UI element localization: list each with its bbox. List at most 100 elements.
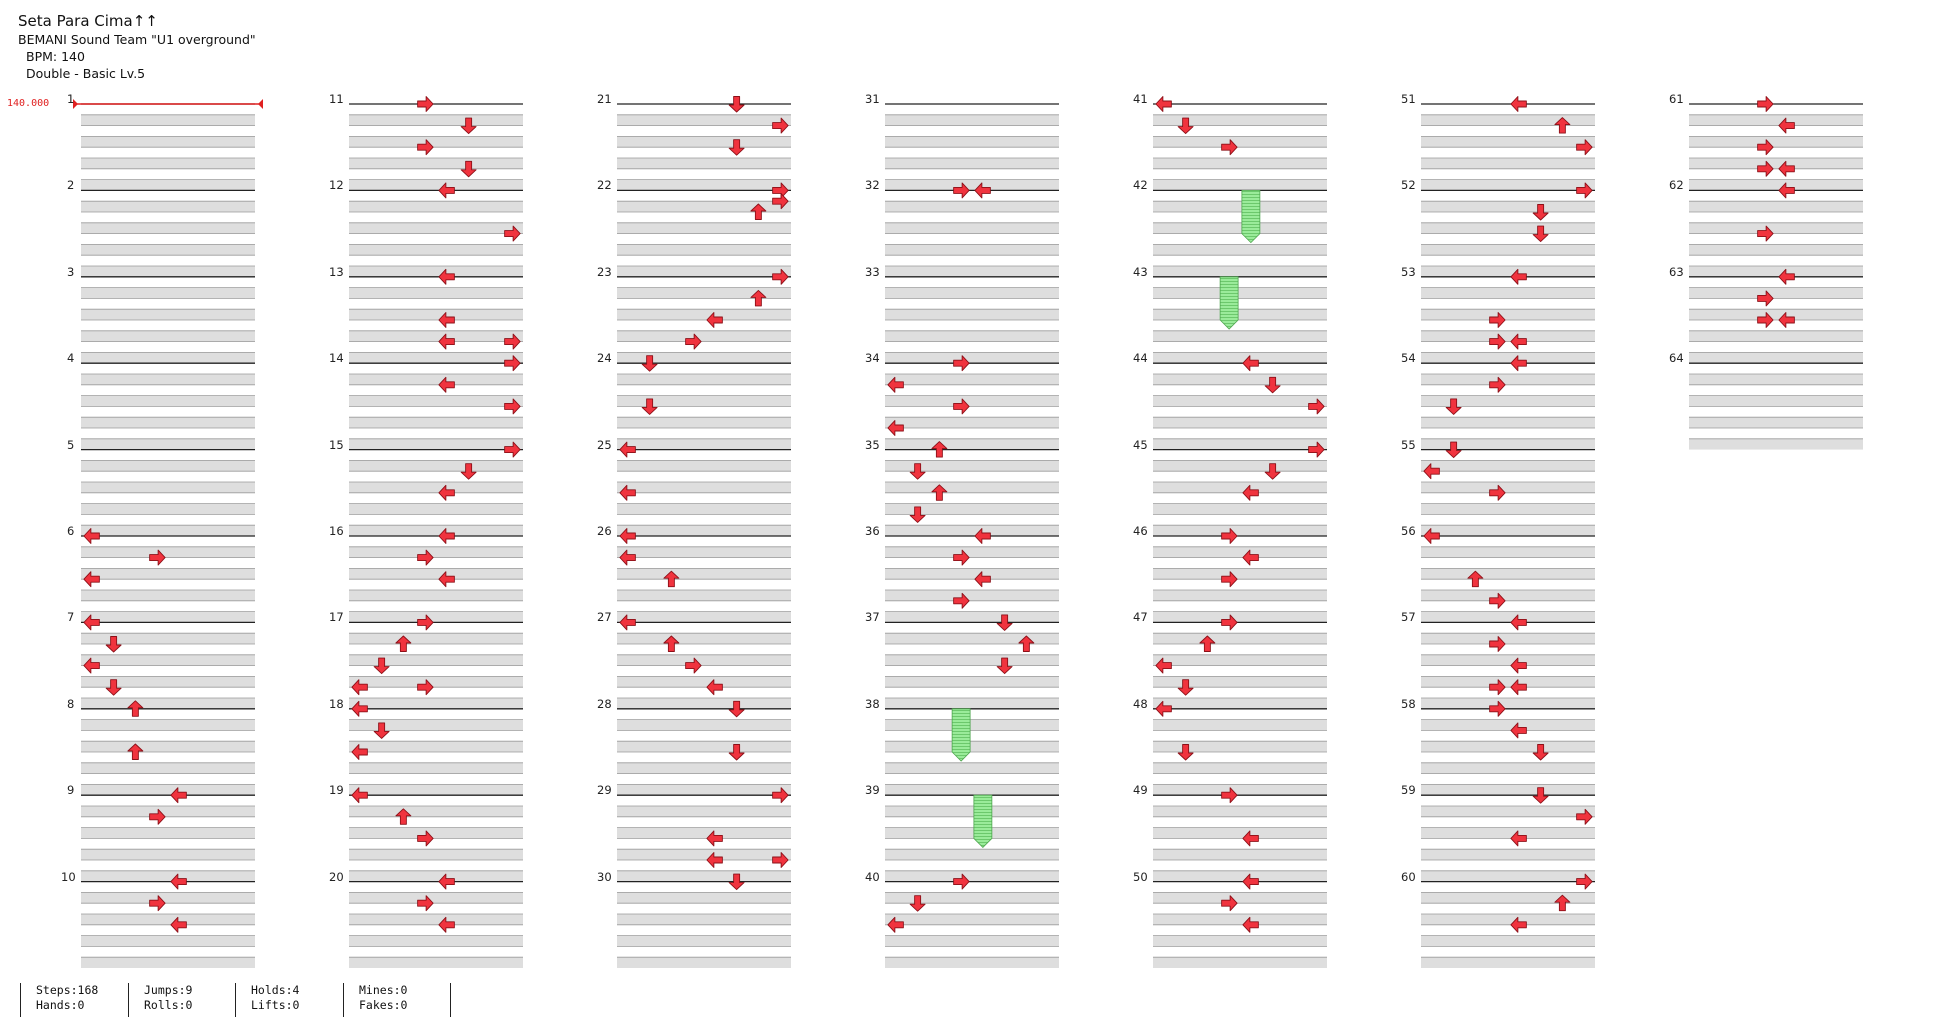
beat-stripe: [349, 719, 523, 731]
arrow-right-icon: [1576, 808, 1593, 825]
arrow-up-icon: [750, 203, 767, 220]
arrow-right-icon: [1489, 376, 1506, 393]
arrow-down-icon: [1177, 679, 1194, 696]
measure-number: 50: [1133, 869, 1148, 884]
beat-stripe: [81, 482, 255, 493]
beat-stripe: [617, 633, 791, 644]
arrow-left-icon: [619, 528, 636, 544]
arrow-left-icon: [351, 679, 368, 696]
beat-stripe: [1421, 633, 1595, 644]
beat-stripe: [885, 525, 1059, 536]
beat-stripe: [81, 654, 255, 666]
arrow-left-icon: [1242, 916, 1259, 933]
beat-stripe: [885, 352, 1059, 364]
arrow-right-icon: [1489, 636, 1506, 652]
arrow-left-icon: [83, 571, 100, 588]
beat-stripe: [349, 568, 523, 580]
beat-stripe: [81, 546, 255, 558]
arrow-right-icon: [417, 549, 434, 566]
arrow-right-icon: [1221, 528, 1238, 544]
arrow-right-icon: [417, 614, 434, 631]
beat-stripe: [885, 287, 1059, 299]
beat-stripe: [1421, 438, 1595, 450]
arrow-left-icon: [1510, 268, 1527, 285]
arrow-right-icon: [1489, 700, 1506, 717]
beat-stripe: [885, 460, 1059, 472]
arrow-down-icon: [460, 463, 477, 480]
beat-stripe: [349, 374, 523, 385]
measure-number: 45: [1133, 437, 1148, 452]
arrow-down-icon: [728, 744, 745, 761]
bpm-marker-tick: [73, 99, 78, 109]
beat-stripe: [885, 762, 1059, 774]
arrow-up-icon: [1554, 894, 1571, 912]
arrow-left-icon: [83, 614, 100, 631]
beat-stripe: [81, 503, 255, 515]
beat-stripe: [81, 179, 255, 191]
beat-stripe: [1421, 309, 1595, 320]
beat-stripe: [885, 179, 1059, 191]
beat-stripe: [1153, 201, 1327, 212]
beat-stripe: [617, 784, 791, 796]
arrow-left-icon: [1778, 117, 1795, 134]
beat-stripe: [349, 741, 523, 752]
arrow-up-icon: [1467, 570, 1484, 588]
beat-stripe: [1153, 827, 1327, 839]
measure-number: 1: [67, 92, 75, 106]
arrow-right-icon: [685, 657, 702, 674]
beat-stripe: [81, 417, 255, 428]
measure-number: 55: [1401, 437, 1416, 452]
arrow-down-icon: [105, 679, 122, 696]
arrow-right-icon: [1489, 484, 1506, 501]
measure-number: 49: [1133, 783, 1148, 798]
arrow-down-icon: [373, 722, 390, 739]
beat-stripe: [617, 201, 791, 212]
arrow-left-icon: [1242, 484, 1259, 501]
beat-stripe: [349, 892, 523, 904]
beat-stripe: [1421, 266, 1595, 277]
beat-stripe: [81, 935, 255, 947]
arrow-left-icon: [438, 916, 455, 933]
arrow-down-icon: [373, 657, 390, 675]
arrow-down-icon: [1445, 441, 1462, 459]
measure-number: 18: [329, 696, 344, 711]
beat-stripe: [349, 352, 523, 364]
arrow-up-icon: [395, 808, 412, 825]
arrow-right-icon: [1757, 225, 1774, 242]
beat-stripe: [617, 330, 791, 342]
beat-stripe: [81, 136, 255, 148]
measure-number: 20: [329, 869, 344, 884]
measure-number: 6: [67, 524, 75, 538]
beat-stripe: [885, 201, 1059, 212]
beat-stripe: [349, 309, 523, 320]
beat-stripe: [885, 633, 1059, 644]
beat-stripe: [1153, 438, 1327, 450]
measure-number: 31: [865, 92, 880, 106]
stat-jumps: Jumps:9: [144, 983, 193, 997]
beat-stripe: [349, 417, 523, 428]
beat-stripe: [81, 266, 255, 277]
arrow-left-icon: [1155, 96, 1172, 112]
beat-stripe: [81, 158, 255, 169]
arrow-left-icon: [83, 657, 100, 674]
beat-stripe: [81, 374, 255, 385]
measure-number: 16: [329, 524, 344, 538]
beat-stripe: [617, 244, 791, 256]
beat-stripe: [885, 654, 1059, 666]
arrow-left-icon: [1510, 96, 1527, 112]
beat-stripe: [349, 287, 523, 299]
measure-number: 7: [67, 610, 75, 625]
arrow-left-icon: [351, 787, 368, 804]
beat-stripe: [81, 590, 255, 601]
measure-number: 63: [1669, 264, 1684, 279]
beat-stripe: [349, 784, 523, 796]
arrow-right-icon: [772, 787, 789, 804]
beat-stripe: [349, 546, 523, 558]
beat-stripe: [81, 611, 255, 623]
beat-stripe: [349, 654, 523, 666]
beat-stripe: [1421, 352, 1595, 364]
beat-stripe: [617, 590, 791, 601]
measure-number: 53: [1401, 264, 1416, 279]
beat-stripe: [1153, 222, 1327, 234]
beat-stripe: [81, 914, 255, 925]
